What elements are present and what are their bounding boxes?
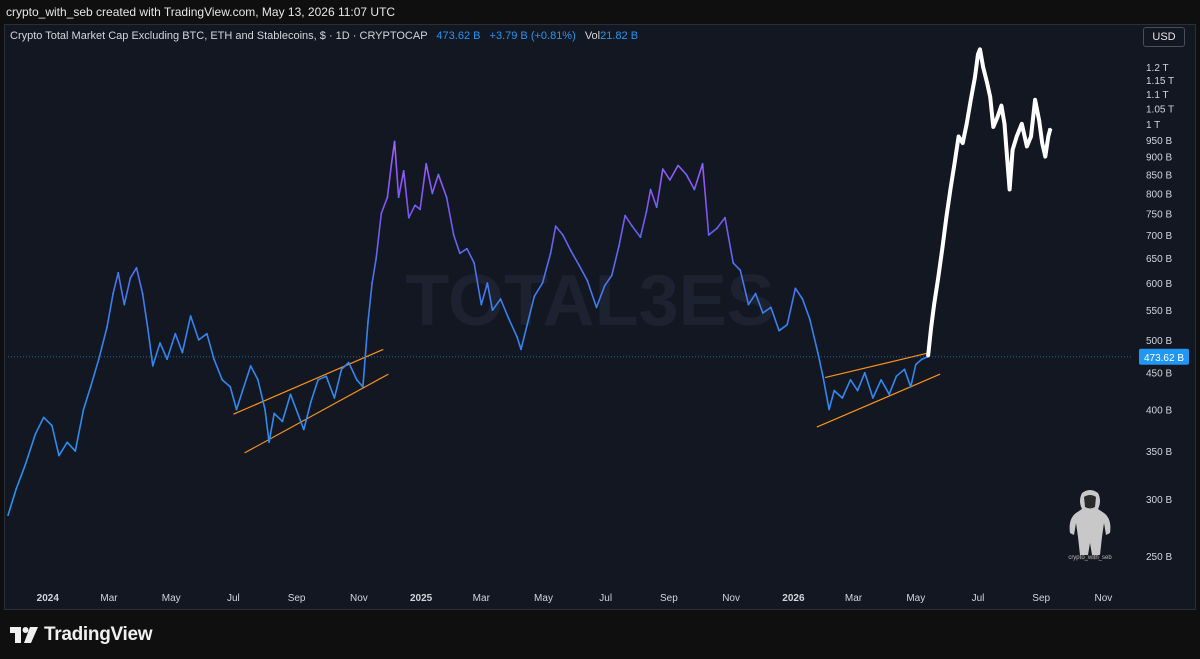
symbol-legend: Crypto Total Market Cap Excluding BTC, E… [10,29,638,43]
symbol-description[interactable]: Crypto Total Market Cap Excluding BTC, E… [10,30,428,42]
volume-value: 21.82 B [600,30,639,42]
chart-pane[interactable] [4,24,1196,610]
avatar-caption: crypto_with_seb [1068,555,1112,561]
tradingview-wordmark: TradingView [44,624,153,645]
footer-bar: TradingView [0,612,1200,659]
change-value: +3.79 B (+0.81%) [489,30,576,42]
currency-button[interactable]: USD [1143,27,1185,47]
volume-label: Vol [584,30,601,42]
credit-line: crypto_with_seb created with TradingView… [0,0,1200,24]
tradingview-logo[interactable]: TradingView [10,624,153,646]
last-value: 473.62 B [436,30,481,42]
tradingview-logo-icon [10,627,38,643]
avatar-hoodie-figure [1069,490,1111,560]
